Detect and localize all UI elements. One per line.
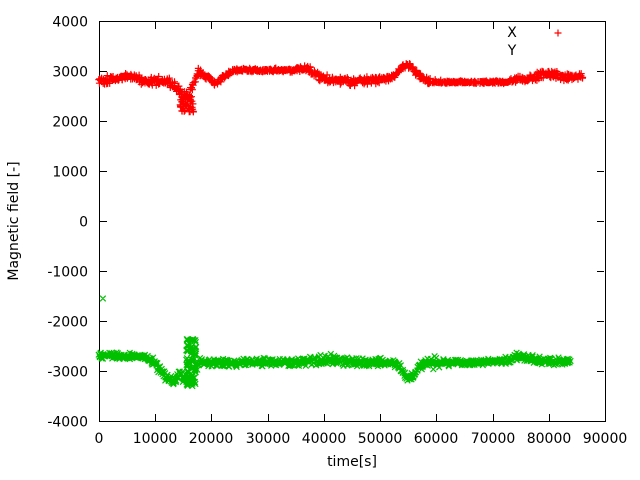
x-tick-label: 0 <box>95 431 104 447</box>
y-tick-label: 3000 <box>52 65 88 81</box>
x-axis-title: time[s] <box>327 454 377 470</box>
x-tick-label: 20000 <box>189 431 234 447</box>
x-tick-label: 50000 <box>358 431 403 447</box>
legend-sample-x-marker <box>554 29 562 37</box>
plot-border <box>99 21 606 422</box>
y-tick-label: 4000 <box>52 15 88 31</box>
y-tick-label: 1000 <box>52 165 88 181</box>
y-tick-label: 2000 <box>52 115 88 131</box>
x-tick-label: 80000 <box>527 431 572 447</box>
x-tick-label: 70000 <box>471 431 516 447</box>
y-tick-label: -4000 <box>47 415 88 431</box>
y-tick-label: -1000 <box>47 265 88 281</box>
legend-label-x: X <box>507 25 517 41</box>
series-x-points <box>95 60 587 116</box>
x-tick-label: 60000 <box>414 431 459 447</box>
y-tick-label: -2000 <box>47 315 88 331</box>
y-tick-label: -3000 <box>47 365 88 381</box>
x-tick-label: 30000 <box>246 431 291 447</box>
y-tick-label: 0 <box>79 215 88 231</box>
series-y-points <box>95 295 574 390</box>
y-axis-title: Magnetic field [-] <box>6 161 22 281</box>
x-tick-label: 90000 <box>583 431 628 447</box>
x-tick-label: 40000 <box>302 431 347 447</box>
legend-label-y: Y <box>507 43 517 59</box>
x-tick-label: 10000 <box>133 431 178 447</box>
